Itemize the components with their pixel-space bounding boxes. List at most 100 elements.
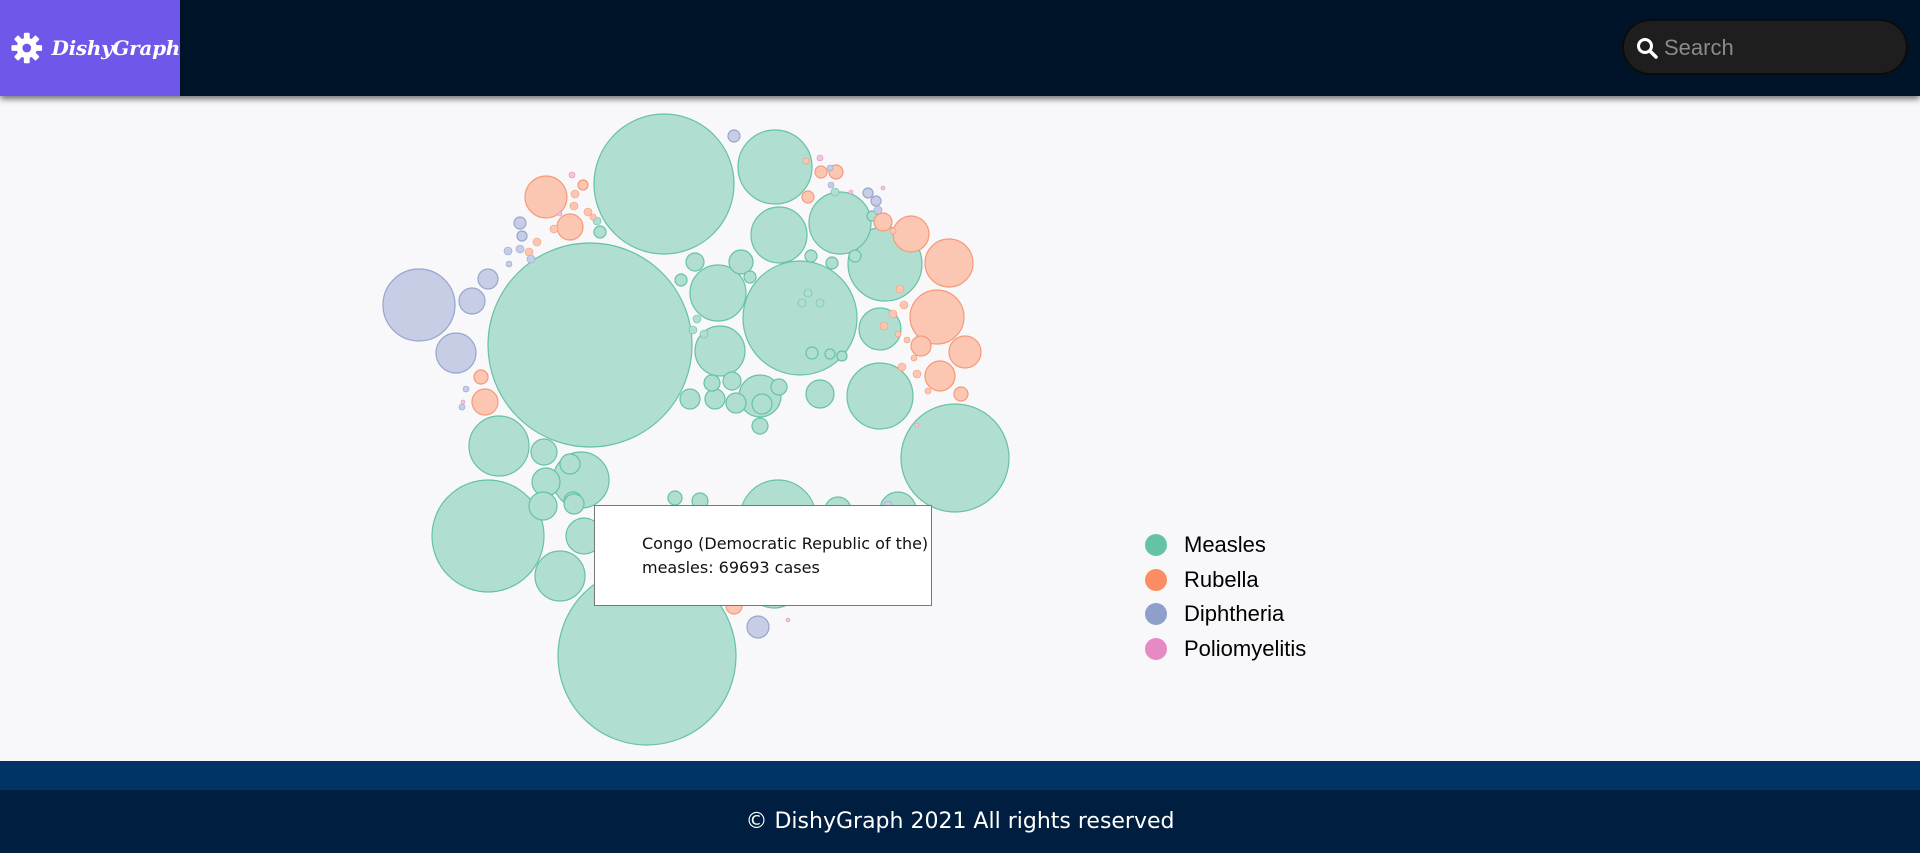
poliomyelitis-bubble[interactable]: [785, 617, 791, 623]
poliomyelitis-bubble[interactable]: [914, 422, 920, 428]
measles-bubble[interactable]: [804, 249, 818, 263]
rubella-bubble[interactable]: [549, 224, 559, 234]
measles-bubble[interactable]: [487, 242, 693, 448]
rubella-bubble[interactable]: [532, 237, 542, 247]
measles-bubble[interactable]: [534, 550, 586, 602]
measles-bubble[interactable]: [808, 191, 872, 255]
diphtheria-bubble[interactable]: [382, 268, 456, 342]
poliomyelitis-bubble[interactable]: [848, 189, 854, 195]
diphtheria-bubble[interactable]: [462, 385, 470, 393]
measles-bubble[interactable]: [728, 249, 754, 275]
rubella-bubble[interactable]: [924, 238, 974, 288]
search-box[interactable]: [1622, 19, 1908, 75]
rubella-bubble[interactable]: [873, 212, 893, 232]
measles-bubble[interactable]: [737, 129, 813, 205]
measles-bubble[interactable]: [593, 225, 607, 239]
measles-bubble[interactable]: [743, 270, 757, 284]
rubella-bubble[interactable]: [924, 387, 932, 395]
diphtheria-bubble[interactable]: [505, 260, 513, 268]
measles-bubble[interactable]: [725, 392, 747, 414]
diphtheria-bubble[interactable]: [515, 244, 525, 254]
rubella-bubble[interactable]: [583, 207, 593, 217]
rubella-bubble[interactable]: [899, 300, 909, 310]
rubella-bubble[interactable]: [948, 335, 982, 369]
rubella-bubble[interactable]: [556, 213, 584, 241]
poliomyelitis-bubble[interactable]: [816, 154, 824, 162]
diphtheria-bubble[interactable]: [503, 246, 513, 256]
measles-bubble[interactable]: [703, 374, 721, 392]
rubella-bubble[interactable]: [879, 321, 889, 331]
measles-bubble[interactable]: [431, 479, 545, 593]
rubella-bubble[interactable]: [895, 284, 905, 294]
measles-bubble[interactable]: [685, 252, 705, 272]
measles-bubble[interactable]: [836, 350, 848, 362]
measles-bubble[interactable]: [858, 307, 902, 351]
rubella-bubble[interactable]: [814, 165, 828, 179]
measles-bubble[interactable]: [824, 348, 836, 360]
measles-bubble[interactable]: [815, 298, 825, 308]
measles-bubble[interactable]: [563, 493, 585, 515]
poliomyelitis-bubble[interactable]: [568, 171, 576, 179]
diphtheria-bubble[interactable]: [526, 254, 536, 264]
measles-bubble[interactable]: [692, 314, 702, 324]
rubella-bubble[interactable]: [892, 215, 930, 253]
diphtheria-bubble[interactable]: [458, 403, 466, 411]
diphtheria-bubble[interactable]: [870, 195, 882, 207]
rubella-bubble[interactable]: [888, 309, 898, 319]
rubella-bubble[interactable]: [889, 227, 897, 235]
logo[interactable]: DishyGraph: [0, 0, 180, 96]
diphtheria-bubble[interactable]: [458, 287, 486, 315]
measles-bubble[interactable]: [694, 325, 746, 377]
measles-bubble[interactable]: [797, 298, 807, 308]
rubella-bubble[interactable]: [802, 157, 810, 165]
rubella-bubble[interactable]: [801, 190, 815, 204]
rubella-bubble[interactable]: [953, 386, 969, 402]
diphtheria-bubble[interactable]: [827, 181, 835, 189]
measles-bubble[interactable]: [530, 438, 558, 466]
measles-bubble[interactable]: [846, 362, 914, 430]
measles-bubble[interactable]: [830, 187, 840, 197]
measles-bubble[interactable]: [751, 393, 773, 415]
measles-bubble[interactable]: [704, 388, 726, 410]
measles-bubble[interactable]: [750, 206, 808, 264]
poliomyelitis-bubble[interactable]: [880, 185, 886, 191]
rubella-bubble[interactable]: [894, 330, 902, 338]
measles-bubble[interactable]: [667, 490, 683, 506]
measles-bubble[interactable]: [468, 415, 530, 477]
rubella-bubble[interactable]: [910, 354, 918, 362]
measles-bubble[interactable]: [679, 388, 701, 410]
poliomyelitis-bubble[interactable]: [460, 399, 466, 405]
rubella-bubble[interactable]: [589, 213, 597, 221]
measles-bubble[interactable]: [848, 249, 862, 263]
measles-bubble[interactable]: [803, 288, 813, 298]
rubella-bubble[interactable]: [473, 369, 489, 385]
diphtheria-bubble[interactable]: [826, 164, 834, 172]
rubella-bubble[interactable]: [577, 179, 589, 191]
measles-bubble[interactable]: [770, 378, 788, 396]
measles-bubble[interactable]: [674, 273, 688, 287]
measles-bubble[interactable]: [722, 371, 742, 391]
measles-bubble[interactable]: [805, 346, 819, 360]
poliomyelitis-bubble[interactable]: [557, 211, 563, 217]
rubella-bubble[interactable]: [909, 289, 965, 345]
diphtheria-bubble[interactable]: [862, 187, 874, 199]
diphtheria-bubble[interactable]: [513, 216, 527, 230]
diphtheria-bubble[interactable]: [477, 268, 499, 290]
diphtheria-bubble[interactable]: [746, 615, 770, 639]
rubella-bubble[interactable]: [569, 201, 579, 211]
diphtheria-bubble[interactable]: [873, 205, 883, 215]
measles-bubble[interactable]: [689, 264, 747, 322]
measles-bubble[interactable]: [805, 379, 835, 409]
diphtheria-bubble[interactable]: [727, 129, 741, 143]
measles-bubble[interactable]: [559, 453, 581, 475]
measles-bubble[interactable]: [688, 325, 698, 335]
rubella-bubble[interactable]: [524, 175, 568, 219]
measles-bubble[interactable]: [593, 113, 735, 255]
diphtheria-bubble[interactable]: [435, 332, 477, 374]
search-input[interactable]: [1662, 31, 1896, 65]
measles-bubble[interactable]: [742, 260, 858, 376]
measles-bubble[interactable]: [751, 417, 769, 435]
rubella-bubble[interactable]: [471, 388, 499, 416]
rubella-bubble[interactable]: [912, 369, 922, 379]
measles-bubble[interactable]: [900, 403, 1010, 513]
